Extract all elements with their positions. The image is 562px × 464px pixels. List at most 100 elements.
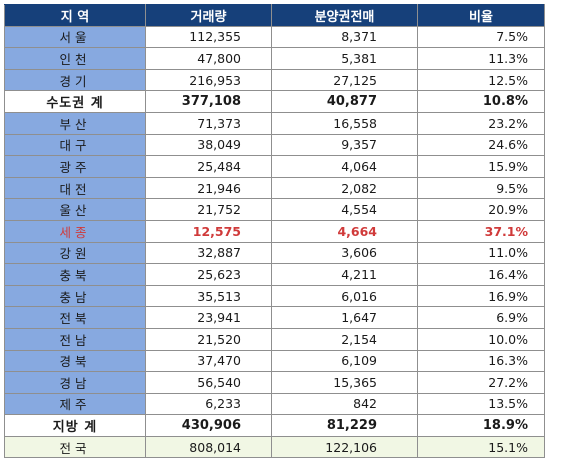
ratio-cell: 12.5% <box>417 68 545 92</box>
header-ratio: 비율 <box>417 4 545 27</box>
table-row: 전북 23,941 1,647 6.9% <box>4 306 545 329</box>
volume-cell: 377,108 <box>145 90 272 113</box>
region-cell: 인천 <box>4 47 146 70</box>
region-cell: 광주 <box>4 155 146 178</box>
ratio-cell: 15.9% <box>417 155 545 178</box>
table-row: 대전 21,946 2,082 9.5% <box>4 176 545 200</box>
region-cell: 경북 <box>4 349 146 373</box>
highlight-row: 세종 12,575 4,664 37.1% <box>4 219 545 243</box>
table-body: 서울 112,355 8,371 7.5% 인천 47,800 5,381 11.3% 경기 21… <box>4 25 545 459</box>
region-cell: 제주 <box>4 392 146 416</box>
presale-cell: 6,109 <box>271 349 418 373</box>
volume-cell: 21,520 <box>145 327 272 351</box>
ratio-cell: 16.9% <box>417 284 545 308</box>
ratio-cell: 10.0% <box>417 327 545 351</box>
presale-cell: 3,606 <box>271 241 418 265</box>
ratio-cell: 27.2% <box>417 371 545 394</box>
volume-cell: 47,800 <box>145 47 272 70</box>
region-cell: 지방 계 <box>4 414 146 437</box>
table-row: 울산 21,752 4,554 20.9% <box>4 198 545 221</box>
header-presale: 분양권전매 <box>271 4 418 27</box>
table-row: 충북 25,623 4,211 16.4% <box>4 263 545 286</box>
presale-cell: 9,357 <box>271 133 418 157</box>
region-cell: 전남 <box>4 327 146 351</box>
volume-cell: 216,953 <box>145 68 272 92</box>
volume-cell: 112,355 <box>145 25 272 49</box>
region-cell: 수도권 계 <box>4 90 146 113</box>
volume-cell: 32,887 <box>145 241 272 265</box>
table-row: 서울 112,355 8,371 7.5% <box>4 25 545 49</box>
presale-cell: 81,229 <box>271 414 418 437</box>
header-volume: 거래량 <box>145 4 272 27</box>
table-row: 전남 21,520 2,154 10.0% <box>4 327 545 351</box>
table-row: 대구 38,049 9,357 24.6% <box>4 133 545 157</box>
presale-cell: 2,082 <box>271 176 418 200</box>
volume-cell: 35,513 <box>145 284 272 308</box>
volume-cell: 23,941 <box>145 306 272 329</box>
volume-cell: 6,233 <box>145 392 272 416</box>
table-row: 경북 37,470 6,109 16.3% <box>4 349 545 373</box>
presale-cell: 6,016 <box>271 284 418 308</box>
ratio-cell: 10.8% <box>417 90 545 113</box>
region-cell: 서울 <box>4 25 146 49</box>
ratio-cell: 6.9% <box>417 306 545 329</box>
presale-cell: 8,371 <box>271 25 418 49</box>
table-row: 인천 47,800 5,381 11.3% <box>4 47 545 70</box>
region-cell: 대구 <box>4 133 146 157</box>
region-cell: 울산 <box>4 198 146 221</box>
header-region: 지 역 <box>4 4 146 27</box>
header-row: 지 역 거래량 분양권전매 비율 <box>4 4 545 27</box>
ratio-cell: 16.4% <box>417 263 545 286</box>
ratio-cell: 16.3% <box>417 349 545 373</box>
ratio-cell: 20.9% <box>417 198 545 221</box>
table-row: 부산 71,373 16,558 23.2% <box>4 111 545 135</box>
table-row: 충남 35,513 6,016 16.9% <box>4 284 545 308</box>
table-header: 지 역 거래량 분양권전매 비율 <box>4 4 545 27</box>
volume-cell: 25,623 <box>145 263 272 286</box>
table-row: 광주 25,484 4,064 15.9% <box>4 155 545 178</box>
ratio-cell: 11.3% <box>417 47 545 70</box>
region-cell: 경기 <box>4 68 146 92</box>
presale-cell: 4,064 <box>271 155 418 178</box>
volume-cell: 56,540 <box>145 371 272 394</box>
ratio-cell: 23.2% <box>417 111 545 135</box>
presale-cell: 40,877 <box>271 90 418 113</box>
region-cell: 강원 <box>4 241 146 265</box>
region-cell: 세종 <box>4 219 146 243</box>
table-row: 제주 6,233 842 13.5% <box>4 392 545 416</box>
presale-cell: 4,664 <box>271 219 418 243</box>
volume-cell: 12,575 <box>145 219 272 243</box>
region-cell: 대전 <box>4 176 146 200</box>
volume-cell: 25,484 <box>145 155 272 178</box>
table-container: 지 역 거래량 분양권전매 비율 서울 112,355 8,371 7.5% 인천 47,… <box>4 4 545 459</box>
volume-cell: 21,946 <box>145 176 272 200</box>
presale-cell: 16,558 <box>271 111 418 135</box>
table-row: 강원 32,887 3,606 11.0% <box>4 241 545 265</box>
presale-cell: 4,554 <box>271 198 418 221</box>
table-row: 경기 216,953 27,125 12.5% <box>4 68 545 92</box>
presale-cell: 842 <box>271 392 418 416</box>
presale-cell: 1,647 <box>271 306 418 329</box>
region-cell: 부산 <box>4 111 146 135</box>
subtotal-row: 수도권 계 377,108 40,877 10.8% <box>4 90 545 113</box>
ratio-cell: 7.5% <box>417 25 545 49</box>
volume-cell: 21,752 <box>145 198 272 221</box>
ratio-cell: 18.9% <box>417 414 545 437</box>
region-cell: 경남 <box>4 371 146 394</box>
region-cell: 전국 <box>4 435 146 459</box>
volume-cell: 38,049 <box>145 133 272 157</box>
region-cell: 충북 <box>4 263 146 286</box>
volume-cell: 808,014 <box>145 435 272 459</box>
subtotal-row: 지방 계 430,906 81,229 18.9% <box>4 414 545 437</box>
region-cell: 충남 <box>4 284 146 308</box>
ratio-cell: 9.5% <box>417 176 545 200</box>
volume-cell: 71,373 <box>145 111 272 135</box>
presale-cell: 2,154 <box>271 327 418 351</box>
presale-cell: 15,365 <box>271 371 418 394</box>
presale-cell: 27,125 <box>271 68 418 92</box>
table-row: 경남 56,540 15,365 27.2% <box>4 371 545 394</box>
presale-cell: 5,381 <box>271 47 418 70</box>
ratio-cell: 15.1% <box>417 435 545 459</box>
ratio-cell: 37.1% <box>417 219 545 243</box>
presale-transfer-table: 지 역 거래량 분양권전매 비율 서울 112,355 8,371 7.5% 인천 47,… <box>4 4 545 459</box>
